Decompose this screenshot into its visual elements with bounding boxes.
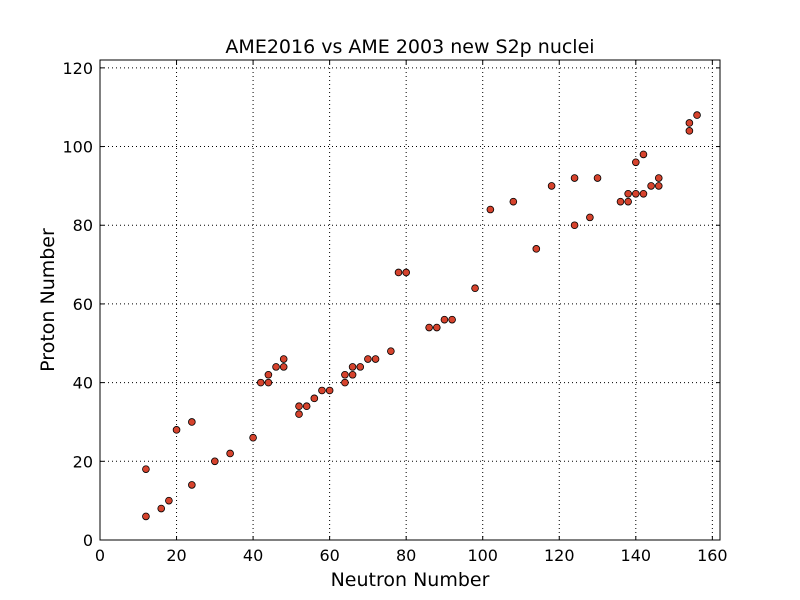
data-point <box>639 189 648 198</box>
data-points <box>142 111 701 521</box>
data-point <box>639 150 648 159</box>
y-tick-label: 20 <box>73 452 93 471</box>
data-point <box>249 433 257 442</box>
data-point <box>188 481 196 489</box>
data-point <box>387 347 395 355</box>
data-point <box>272 363 280 371</box>
data-point <box>570 174 579 182</box>
data-point <box>440 315 449 324</box>
data-point <box>586 213 594 222</box>
x-tick-label: 80 <box>396 546 416 565</box>
data-point <box>256 378 265 387</box>
data-point <box>471 284 479 292</box>
data-point <box>356 363 365 371</box>
data-point <box>310 394 319 403</box>
x-axis-label: Neutron Number <box>331 569 490 591</box>
y-tick-label: 80 <box>73 216 93 235</box>
data-point <box>654 182 663 190</box>
data-point <box>295 402 303 411</box>
x-tick-label: 60 <box>319 546 339 565</box>
plot-frame <box>99 59 721 541</box>
data-point <box>647 182 655 190</box>
data-point <box>570 221 579 230</box>
data-point <box>532 245 541 253</box>
x-tick-label: 40 <box>243 546 263 565</box>
y-tick-label: 60 <box>73 295 93 314</box>
data-point <box>264 370 273 379</box>
data-point <box>302 402 311 411</box>
data-point <box>188 418 196 426</box>
x-tick-label: 20 <box>166 546 186 565</box>
x-tick-label: 100 <box>467 546 498 565</box>
y-tick-label: 100 <box>62 138 93 157</box>
data-point <box>165 496 173 505</box>
y-tick-label: 120 <box>62 59 93 78</box>
data-point <box>341 378 349 387</box>
axis-ticks: 0 20 40 60 80 100 120 140 160 0 20 40 60 80 100 120 <box>62 59 727 565</box>
y-tick-label: 0 <box>83 531 93 550</box>
x-tick-label: 120 <box>544 546 575 565</box>
data-point <box>295 410 303 418</box>
data-point <box>448 315 456 324</box>
data-point <box>624 189 632 198</box>
data-point <box>632 158 640 167</box>
data-point <box>325 386 334 395</box>
data-point <box>685 127 694 135</box>
data-point <box>371 355 380 363</box>
data-point <box>394 268 403 277</box>
data-point <box>226 449 234 458</box>
x-tick-label: 0 <box>95 546 105 565</box>
chart-title: AME2016 vs AME 2003 new S2p nuclei <box>225 36 594 58</box>
y-axis-label: Proton Number <box>37 228 59 372</box>
data-point <box>279 363 288 371</box>
x-tick-label: 160 <box>697 546 728 565</box>
data-point <box>616 197 625 206</box>
data-point <box>593 174 602 182</box>
data-point <box>547 182 556 190</box>
data-point <box>486 205 495 214</box>
data-point <box>364 355 372 363</box>
data-point <box>142 512 150 521</box>
data-point <box>509 197 518 206</box>
data-point <box>348 363 357 371</box>
data-point <box>318 386 326 395</box>
data-point <box>654 174 663 182</box>
data-point <box>348 370 357 379</box>
data-point <box>425 323 433 332</box>
data-point <box>279 355 288 363</box>
data-point <box>157 504 166 513</box>
x-tick-label: 140 <box>621 546 652 565</box>
data-point <box>211 457 219 466</box>
y-tick-label: 40 <box>73 374 93 393</box>
data-point <box>142 465 150 473</box>
data-point <box>432 323 441 332</box>
data-point <box>693 111 701 119</box>
data-point <box>685 119 694 127</box>
data-point <box>341 370 349 379</box>
data-point <box>624 197 632 206</box>
data-point <box>264 378 273 387</box>
data-point <box>172 426 181 434</box>
data-point <box>402 268 410 277</box>
data-point <box>632 189 640 198</box>
